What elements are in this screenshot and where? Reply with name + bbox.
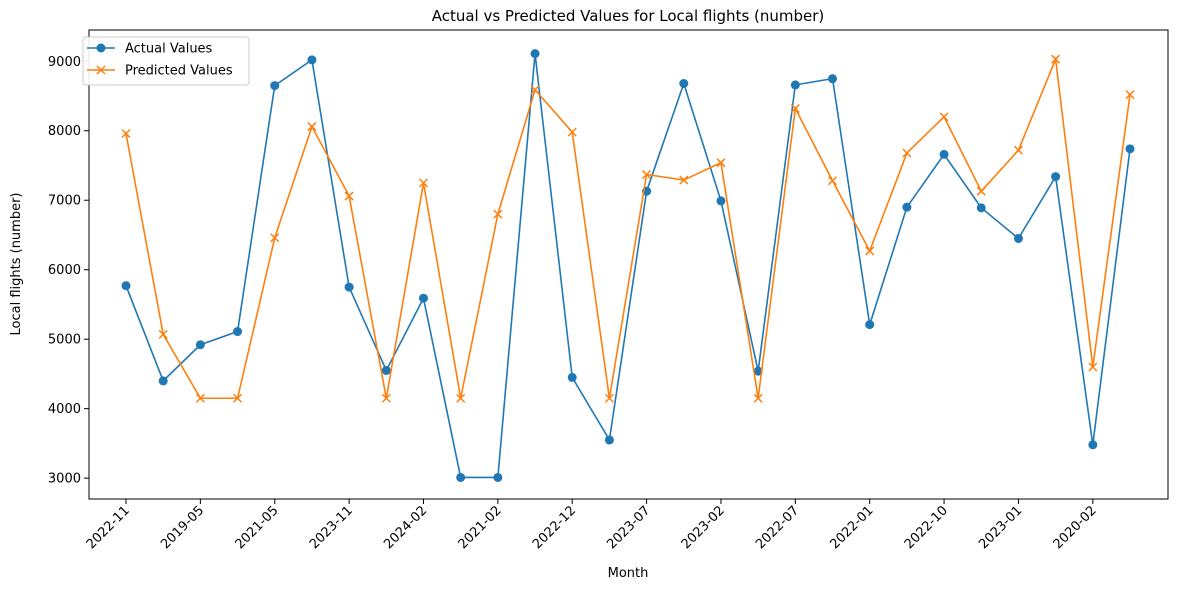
data-point (902, 148, 912, 158)
x-tick-label: 2022-12 (530, 503, 579, 552)
data-point (753, 366, 763, 376)
data-point (976, 186, 986, 196)
data-point (233, 393, 243, 403)
data-point (418, 293, 428, 303)
data-point (158, 329, 168, 339)
data-point (679, 175, 689, 185)
data-point (1013, 233, 1023, 243)
y-tick-label: 7000 (48, 194, 81, 209)
data-point (753, 393, 763, 403)
x-tick-label: 2021-02 (456, 503, 505, 552)
data-point (865, 320, 875, 330)
series-line (125, 56, 1131, 400)
x-tick-label: 2024-02 (381, 503, 430, 552)
legend-item: Actual Values (87, 42, 213, 57)
legend: Actual Values Predicted Values (82, 36, 250, 86)
data-point (456, 393, 466, 403)
data-point (270, 233, 280, 243)
data-point (121, 128, 131, 139)
data-point (233, 327, 243, 337)
series-layer (121, 49, 1135, 482)
data-point (1051, 54, 1061, 64)
data-point (976, 203, 986, 213)
data-point (307, 122, 317, 132)
data-point (121, 281, 131, 291)
plot-area (88, 29, 1169, 500)
data-point (716, 158, 726, 168)
data-point (270, 81, 280, 91)
x-tick-label: 2020-02 (1051, 503, 1100, 552)
data-point (344, 282, 354, 292)
data-point (828, 74, 838, 84)
y-tick-label: 8000 (48, 124, 81, 139)
data-point (604, 435, 614, 445)
y-tick-label: 4000 (48, 402, 81, 417)
data-point (530, 85, 540, 95)
legend-marker (96, 65, 106, 75)
data-point (827, 176, 838, 186)
data-point (790, 103, 800, 114)
y-tick-label: 9000 (48, 55, 81, 70)
data-point (716, 196, 726, 206)
data-point (902, 202, 912, 212)
data-point (530, 49, 540, 59)
y-tick-label: 3000 (48, 472, 81, 487)
x-tick-label: 2022-10 (902, 503, 951, 552)
data-point (567, 127, 577, 137)
x-axis: 2022-11 2019-05 2021-05 2023-11 2024-02 2021-… (84, 499, 1100, 552)
legend-label: Predicted Values (125, 64, 233, 79)
y-axis: 3000 4000 5000 6000 7000 8000 9000 (48, 55, 89, 487)
data-point (456, 472, 466, 482)
data-point (604, 393, 614, 403)
legend-label: Actual Values (125, 42, 213, 57)
data-point (939, 112, 949, 122)
legend-marker (96, 43, 106, 53)
data-point (1088, 362, 1098, 372)
x-axis-title: Month (608, 566, 649, 581)
y-tick-label: 5000 (48, 333, 81, 348)
data-point (865, 246, 875, 256)
data-point (1051, 172, 1061, 182)
y-tick-label: 6000 (48, 263, 81, 278)
legend-box (82, 36, 250, 86)
data-point (493, 472, 503, 482)
data-point (158, 376, 168, 386)
x-tick-label: 2023-11 (307, 503, 356, 552)
data-point (1125, 144, 1135, 154)
data-point (381, 393, 391, 403)
chart-title: Actual vs Predicted Values for Local fli… (432, 7, 825, 25)
data-point (1013, 145, 1023, 155)
x-tick-label: 2022-01 (828, 503, 877, 552)
series-line (125, 53, 1131, 479)
data-point (567, 372, 577, 382)
data-point (381, 365, 391, 375)
x-tick-label: 2019-05 (158, 503, 207, 552)
x-tick-label: 2022-07 (753, 503, 802, 552)
data-point (790, 80, 800, 90)
y-axis-title: Local flights (number) (9, 193, 24, 336)
data-point (642, 169, 652, 180)
x-tick-label: 2023-02 (679, 503, 728, 552)
data-point (344, 191, 354, 201)
x-tick-label: 2023-07 (604, 503, 653, 552)
data-point (679, 79, 689, 89)
data-point (307, 55, 317, 65)
data-point (939, 149, 949, 159)
series-actual (121, 49, 1135, 482)
data-point (195, 393, 205, 403)
data-point (493, 209, 503, 219)
x-tick-label: 2022-11 (84, 503, 133, 552)
legend-item: Predicted Values (87, 64, 233, 79)
data-point (1125, 90, 1135, 100)
data-point (418, 178, 429, 188)
data-point (195, 340, 205, 350)
series-predicted (121, 54, 1135, 403)
x-tick-label: 2021-05 (233, 503, 282, 552)
x-tick-label: 2023-01 (976, 503, 1025, 552)
data-point (1088, 440, 1098, 450)
